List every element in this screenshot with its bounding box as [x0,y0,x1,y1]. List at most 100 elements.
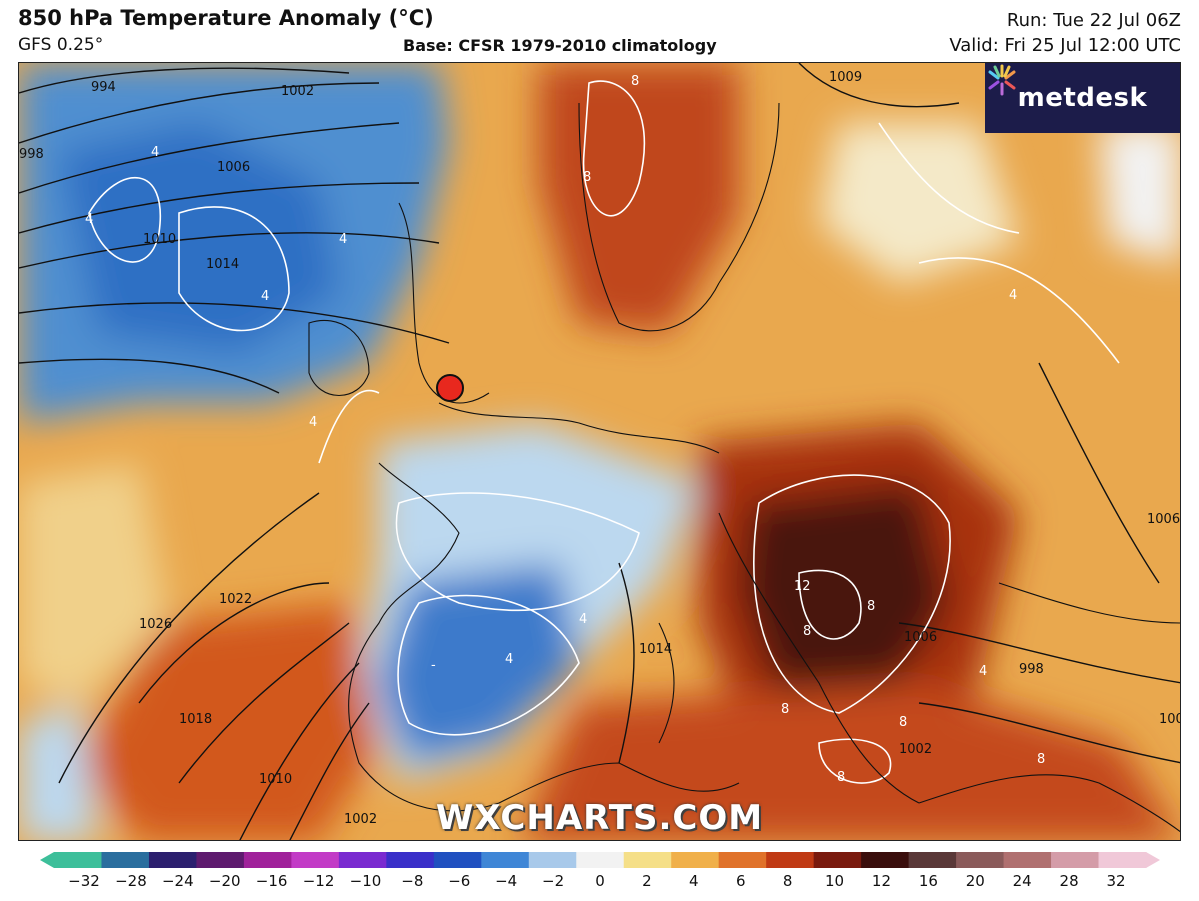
logo-text: metdesk [1017,83,1148,113]
colorbar-cell [671,852,720,868]
isobar-label: 1010 [259,772,292,787]
model-label: GFS 0.25° [18,35,104,55]
colorbar-tick-label: 12 [871,872,891,890]
isobar-label: 1014 [206,257,239,272]
isobar-label-group: 994 998 1002 1006 1010 1014 1026 1022 10… [19,70,1181,827]
coastlines [308,102,1180,833]
anomaly-label: 4 [261,289,269,304]
colorbar-tick-label: −12 [302,872,335,890]
colorbar [40,852,1160,868]
colorbar-cell [861,852,910,868]
colorbar-tick-label: −10 [349,872,382,890]
colorbar-tick-label: −6 [448,872,471,890]
colorbar-cell [386,852,435,868]
anomaly-label: 8 [837,770,845,785]
anomaly-label: 8 [803,624,811,639]
isobars [19,63,1180,840]
colorbar-cell [766,852,815,868]
colorbar-cell [338,852,387,868]
colorbar-tick-label: 20 [965,872,985,890]
colorbar-ticks: −32 −28 −24 −20 −16 −12 −10 −8 −6 −4 −2 0 2 4 6 8 10 12 16… [40,872,1160,894]
colorbar-cell [196,852,245,868]
isobar-label: 1006 [217,160,250,175]
colorbar-cell [1098,852,1147,868]
colorbar-tick-label: 2 [642,872,652,890]
map-canvas: 994 998 1002 1006 1010 1014 1026 1022 10… [19,63,1181,840]
anomaly-map: 994 998 1002 1006 1010 1014 1026 1022 10… [18,62,1181,841]
anomaly-label: 4 [85,212,93,227]
colorbar-cell [291,852,340,868]
isobar-label: 1006 [904,630,937,645]
warm-anomaly-atlantic-sw [79,603,379,840]
anomaly-label: 8 [781,702,789,717]
isobar-label: 1022 [219,592,252,607]
cold-anomaly-iberia [379,563,579,763]
colorbar-cell [101,852,150,868]
cool-anomaly-southwest [19,703,99,840]
colorbar-cell [148,852,197,868]
anomaly-label-group: 8 8 4 4 4 4 12 8 8 8 8 8 - 4 4 4 4 4 8 [85,74,1045,785]
anomaly-label: 4 [979,664,987,679]
warm-anomaly-scandinavia [539,63,739,333]
anomaly-label: 8 [867,599,875,614]
anomaly-label: 8 [631,74,639,89]
isobar-label: 1026 [139,617,172,632]
isobar-label: 1006 [1159,712,1181,727]
neutral-anomaly-russia [819,123,1019,283]
anomaly-label: 8 [1037,752,1045,767]
isobar-label: 1018 [179,712,212,727]
hot-core-balkans [739,483,949,713]
colorbar-tick-label: −28 [115,872,147,890]
colorbar-tick-label: −4 [495,872,518,890]
colorbar-tick-label: −24 [161,872,194,890]
chart-header: 850 hPa Temperature Anomaly (°C) GFS 0.2… [0,0,1199,62]
colorbar-tick-label: −16 [255,872,288,890]
colorbar-tick-label: 10 [824,872,845,890]
colorbar-min-arrow [40,852,54,868]
colorbar-cell [54,852,102,868]
colorbar-tick-label: 4 [689,872,699,890]
anomaly-label: 4 [1009,288,1017,303]
isobar-label: 1002 [899,742,932,757]
isobar-label: 1014 [639,642,672,657]
isobar-label: 1010 [143,232,176,247]
colorbar-tick-label: −32 [68,872,100,890]
colorbar-tick-label: 0 [595,872,605,890]
isobar-label: 1002 [344,812,377,827]
neutral-anomaly-east [1099,123,1180,263]
colorbar-cell [956,852,1005,868]
isobar-label: 1009 [829,70,862,85]
base-label: Base: CFSR 1979-2010 climatology [403,36,717,55]
anomaly-label: 8 [899,715,907,730]
chart-title: 850 hPa Temperature Anomaly (°C) [18,6,434,30]
valid-label: Valid: Fri 25 Jul 12:00 UTC [949,35,1181,56]
colorbar-cell [481,852,530,868]
colorbar-cell [1051,852,1100,868]
colorbar-tick-label: 6 [735,872,746,890]
isobar-label: 1002 [281,84,314,99]
watermark: WXCHARTS.COM [435,798,764,838]
run-label: Run: Tue 22 Jul 06Z [1006,10,1181,31]
isobar-label: 998 [19,147,44,162]
colorbar-tick-label: 8 [782,872,793,890]
isobar-label: 994 [91,80,116,95]
mild-anomaly-west [19,463,169,703]
colorbar-cell [718,852,767,868]
anomaly-label: 4 [579,612,587,627]
colorbar-cell [528,852,577,868]
colorbar-tick-label: 24 [1012,872,1032,890]
colorbar-tick-label: 16 [918,872,938,890]
colorbar-tick-label: −2 [542,872,565,890]
colorbar-cell [433,852,482,868]
colorbar-tick-label: −20 [208,872,241,890]
location-marker [436,374,464,402]
colorbar-cell [1003,852,1052,868]
anomaly-label: 4 [339,232,347,247]
isobar-label: 998 [1019,662,1044,677]
colorbar-cell [908,852,957,868]
isobar-label: 1006 [1147,512,1180,527]
colorbar-tick-label: 32 [1106,872,1126,890]
anomaly-label: - [431,658,436,673]
colorbar-tick-label: −8 [401,872,424,890]
colorbar-max-arrow [1146,852,1160,868]
